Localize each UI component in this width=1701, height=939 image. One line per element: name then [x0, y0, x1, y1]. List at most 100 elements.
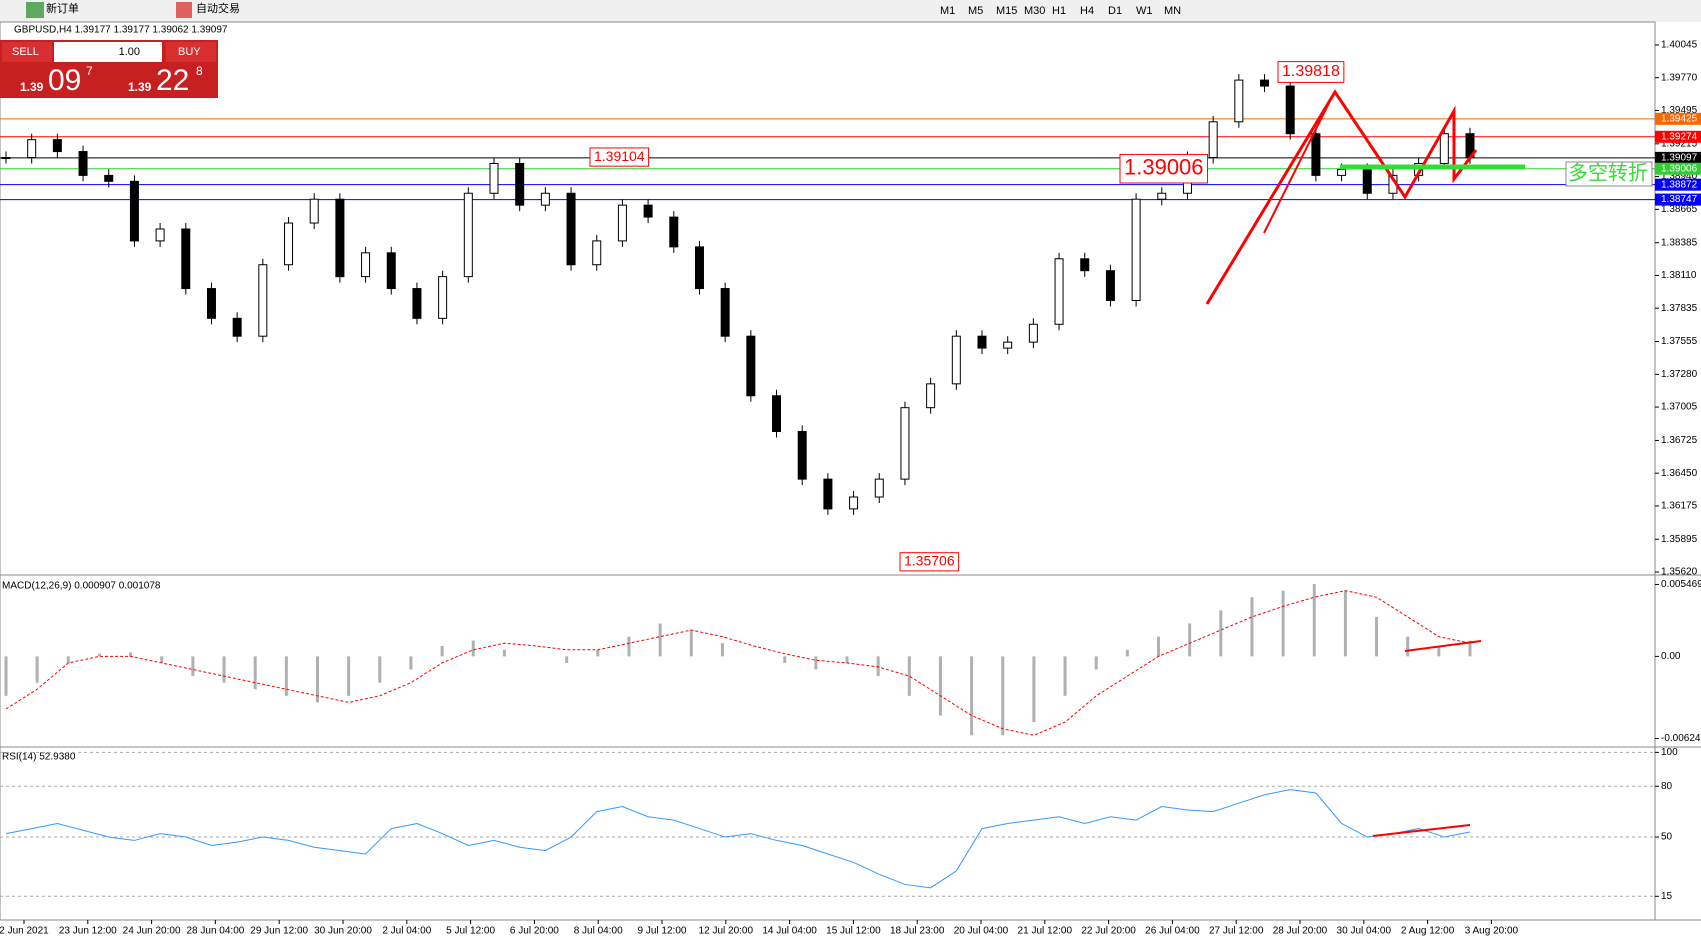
candle [797, 430, 807, 480]
x-tick-label: 3 Aug 20:00 [1465, 926, 1519, 937]
x-tick-label: 2 Aug 12:00 [1401, 926, 1455, 937]
timeframe-button[interactable]: M15 [996, 5, 1017, 17]
candle [206, 288, 216, 319]
macd-signal [5, 590, 1471, 736]
candle [438, 276, 448, 319]
candle [694, 246, 704, 290]
annotation-box [1119, 153, 1209, 184]
ask-small: 8 [196, 64, 203, 78]
candle [386, 252, 396, 290]
timeframe-button[interactable]: M1 [940, 5, 955, 17]
y-tick-label: 1.37005 [1661, 402, 1698, 413]
y-tick-label: 15 [1661, 891, 1673, 902]
candle [52, 139, 62, 153]
x-tick-label: 27 Jul 12:00 [1209, 926, 1264, 937]
candle [284, 222, 294, 266]
timeframe-button[interactable]: W1 [1136, 5, 1153, 17]
trade-panel: SELL 1.00 BUY 1.39 09 7 1.39 22 8 [0, 40, 218, 98]
price-annotation: 1.35706 [904, 553, 955, 569]
timeframe-button[interactable]: M30 [1024, 5, 1045, 17]
candle [258, 264, 268, 337]
candle [1260, 79, 1270, 87]
x-tick-label: 28 Jun 04:00 [186, 926, 244, 937]
new-order-button[interactable]: 新订单 [26, 1, 79, 18]
price-level-label: 1.39274 [1661, 131, 1698, 142]
candle [181, 228, 191, 290]
y-tick-label: 1.36175 [1661, 501, 1698, 512]
y-tick-label: 1.36725 [1661, 435, 1698, 446]
price-level-tag [1655, 112, 1701, 125]
price-level-label: 1.38747 [1661, 194, 1698, 205]
x-tick-label: 14 Jul 04:00 [762, 926, 817, 937]
bid-mid: 09 [48, 64, 81, 97]
price-level-tag [1655, 151, 1701, 164]
candle [849, 496, 859, 510]
timeframe-button[interactable]: MN [1164, 5, 1181, 17]
candle [823, 478, 833, 510]
candle [1, 157, 11, 160]
sell-button[interactable] [2, 42, 52, 62]
price-level-label: 1.39097 [1661, 153, 1698, 164]
timeframes: M1 M5 M15 M30 H1 H4 D1 W1 MN [940, 5, 1181, 17]
candle [129, 180, 139, 242]
x-tick-label: 22 Jul 20:00 [1081, 926, 1136, 937]
chart-title: MACD(12,26,9) 0.000907 0.001078 [2, 581, 161, 592]
candle [412, 288, 422, 319]
y-tick-label: 1.35895 [1661, 534, 1698, 545]
candle [566, 192, 576, 266]
bid-small: 7 [86, 64, 93, 78]
candle [78, 151, 88, 176]
annotation-box [589, 147, 650, 167]
y-tick-label: 1.37280 [1661, 369, 1698, 380]
candle [1054, 258, 1064, 325]
candle [669, 216, 679, 248]
sell-label: SELL [12, 46, 39, 58]
price-level-tag [1655, 130, 1701, 143]
volume-input[interactable] [54, 42, 162, 62]
candle [720, 288, 730, 337]
price-annotation: 1.39104 [594, 148, 645, 164]
candle [1337, 168, 1347, 176]
x-tick-label: 5 Jul 12:00 [446, 926, 495, 937]
auto-trading-button[interactable]: 自动交易 [176, 1, 240, 18]
x-tick-label: 12 Jul 20:00 [699, 926, 754, 937]
x-tick-label: 30 Jun 20:00 [314, 926, 372, 937]
candle [489, 162, 499, 194]
x-tick-label: 29 Jun 12:00 [250, 926, 308, 937]
chart-frame [0, 21, 1656, 921]
timeframe-button[interactable]: H4 [1080, 5, 1094, 17]
buy-button[interactable] [166, 42, 216, 62]
candle [977, 335, 987, 349]
candle [1157, 192, 1167, 200]
y-tick-label: 0.005469 [1661, 579, 1701, 590]
candle [155, 228, 165, 242]
note-box [1565, 161, 1653, 187]
candle [232, 317, 242, 337]
y-tick-label: 1.37555 [1661, 336, 1698, 347]
candle [1131, 198, 1141, 301]
y-tick-label: 1.39495 [1661, 105, 1698, 116]
volume: 1.00 [119, 46, 140, 58]
y-tick-label: 1.39770 [1661, 72, 1698, 83]
x-tick-label: 30 Jul 04:00 [1337, 926, 1392, 937]
timeframe-button[interactable]: H1 [1052, 5, 1066, 17]
candle [309, 198, 319, 224]
candle [643, 204, 653, 218]
candle [1362, 168, 1372, 194]
rsi-line [5, 789, 1471, 889]
candle [1080, 258, 1090, 272]
candle [1285, 85, 1295, 135]
y-tick-label: 1.38110 [1661, 270, 1697, 281]
candle [1028, 323, 1038, 343]
new-order-label: 新订单 [46, 1, 79, 15]
timeframe-button[interactable]: D1 [1108, 5, 1122, 17]
x-tick-label: 15 Jul 12:00 [826, 926, 881, 937]
price-level-tag [1655, 178, 1701, 191]
y-tick-label: 80 [1661, 781, 1673, 792]
x-tick-label: 6 Jul 20:00 [510, 926, 559, 937]
timeframe-button[interactable]: M5 [968, 5, 983, 17]
price-annotation: 1.39006 [1124, 155, 1204, 180]
candle [1105, 270, 1115, 301]
ask-mid: 22 [156, 64, 189, 97]
